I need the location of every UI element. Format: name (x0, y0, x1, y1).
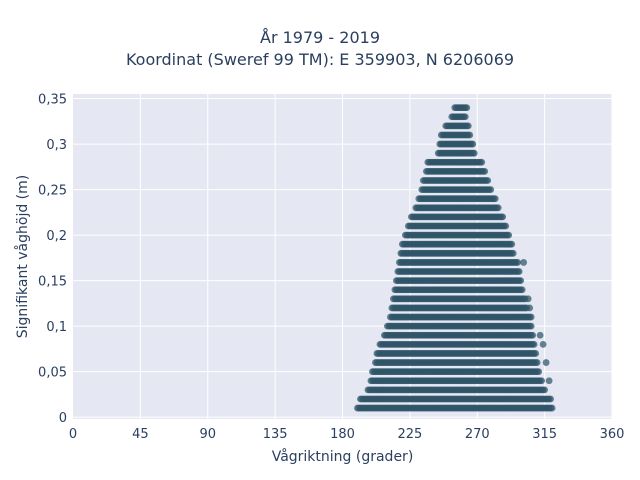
data-point (466, 131, 474, 139)
x-tick-label: 135 (263, 427, 288, 442)
data-point (547, 395, 555, 403)
data-point (469, 140, 477, 148)
data-point-outlier (536, 331, 544, 339)
x-tick-label: 225 (397, 427, 422, 442)
data-point-outlier (542, 359, 550, 366)
data-point-outlier (524, 295, 532, 303)
y-tick-label: 0,1 (46, 320, 67, 335)
y-tick-label: 0,25 (38, 184, 67, 199)
y-tick-label: 0,3 (46, 138, 67, 153)
data-point (484, 177, 492, 184)
y-tick-label: 0,2 (46, 229, 67, 244)
data-point (530, 340, 538, 348)
x-tick-label: 45 (132, 427, 149, 442)
data-point (461, 113, 469, 121)
data-point (509, 249, 517, 257)
data-point-outlier (526, 304, 534, 312)
data-point (508, 240, 516, 248)
chart-title-line-2: Koordinat (Sweref 99 TM): E 359903, N 62… (125, 50, 515, 69)
data-point (464, 122, 472, 130)
data-point (505, 231, 513, 239)
data-point (494, 204, 502, 212)
data-point (470, 149, 478, 157)
data-points (354, 104, 556, 412)
data-point (514, 259, 522, 266)
data-point (499, 213, 507, 221)
data-point (527, 322, 535, 330)
y-axis-ticks: 0 0,05 0,1 0,15 0,2 0,25 0,3 0,35 (38, 93, 67, 427)
data-point (538, 377, 546, 385)
y-axis-label: Signifikant våghöjd (m) (14, 175, 31, 338)
data-point (535, 368, 543, 376)
data-point-outlier (539, 340, 547, 348)
data-point-outlier (527, 313, 535, 321)
x-tick-label: 90 (199, 427, 216, 442)
data-point (518, 286, 526, 294)
x-tick-label: 0 (69, 427, 77, 442)
data-point (529, 331, 537, 339)
data-point (548, 404, 556, 412)
x-axis-ticks: 0 45 90 135 180 225 270 315 360 (69, 427, 625, 442)
data-point (515, 268, 523, 275)
x-tick-label: 270 (465, 427, 490, 442)
data-point-outlier (520, 259, 528, 266)
data-point (463, 104, 471, 112)
y-tick-label: 0 (59, 411, 67, 426)
data-point (491, 195, 499, 203)
data-point (517, 277, 525, 285)
data-point (502, 222, 510, 230)
y-tick-label: 0,05 (38, 366, 67, 381)
data-point (481, 167, 489, 175)
y-tick-label: 0,35 (38, 93, 67, 108)
x-axis-label: Vågriktning (grader) (272, 448, 414, 465)
data-point (532, 350, 540, 357)
x-tick-label: 315 (532, 427, 557, 442)
chart-title-line-1: År 1979 - 2019 (260, 28, 380, 47)
data-point-outlier (545, 377, 553, 385)
data-point (487, 186, 495, 193)
x-tick-label: 360 (600, 427, 625, 442)
data-point (533, 359, 541, 366)
x-tick-label: 180 (330, 427, 355, 442)
y-tick-label: 0,15 (38, 275, 67, 290)
data-point (478, 158, 486, 166)
data-point (541, 386, 549, 394)
